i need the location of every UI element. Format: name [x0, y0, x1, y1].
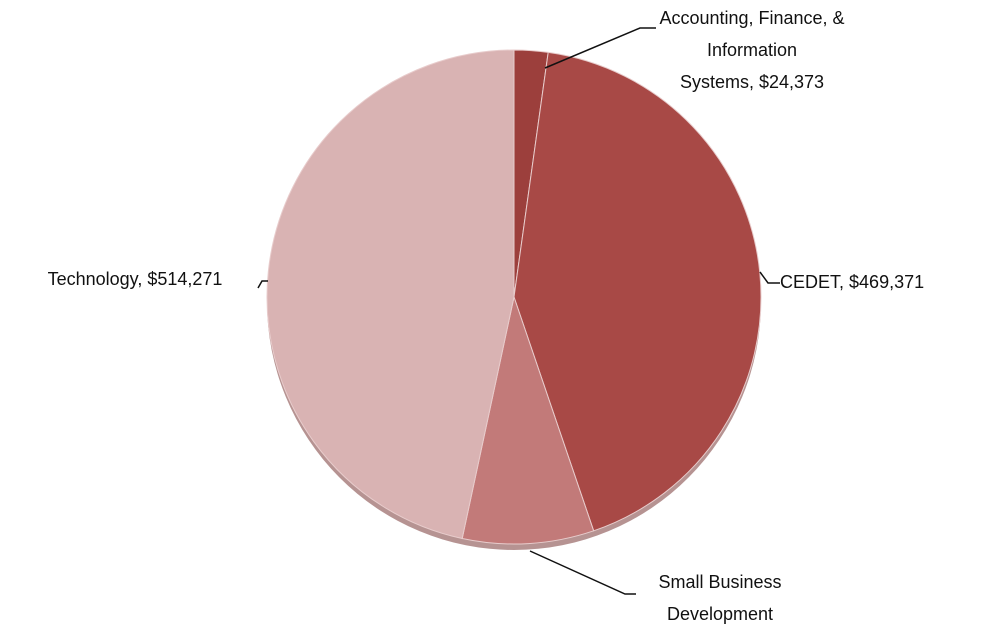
leader-line: [257, 280, 268, 289]
data-label: CEDET$469,371: [780, 266, 980, 298]
leader-line: [529, 550, 636, 595]
category-label: Technology: [48, 269, 148, 289]
value-label: $469,371: [849, 272, 925, 292]
leader-line: [759, 271, 780, 284]
pie-slice: [266, 49, 515, 540]
value-label: $514,271: [147, 269, 223, 289]
data-label: Accounting, Finance, & Information Syste…: [642, 2, 862, 98]
pie-slice: [513, 51, 762, 532]
leader-line: [544, 27, 656, 69]
category-label: Small Business Development Center: [656, 572, 782, 636]
category-label: CEDET: [780, 272, 849, 292]
data-label: Technology$514,271: [4, 263, 266, 295]
data-label: Small Business Development Center$94,714: [630, 566, 810, 636]
pie-slice: [461, 295, 595, 545]
value-label: $24,373: [758, 72, 825, 92]
